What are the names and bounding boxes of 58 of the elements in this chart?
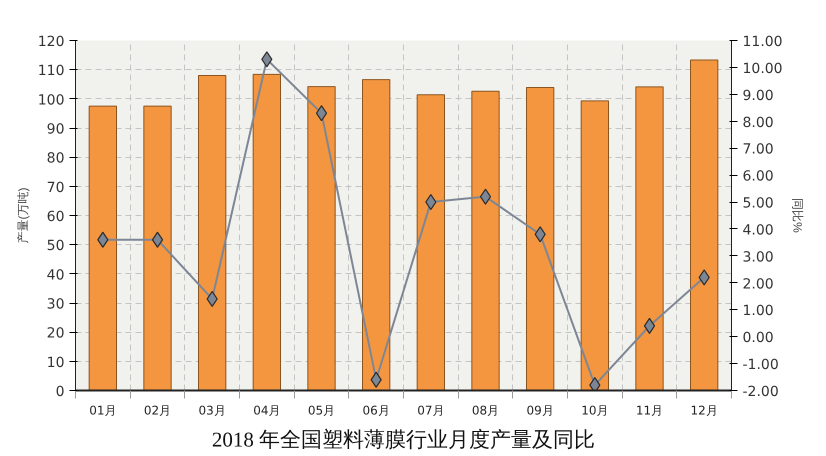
y2-tick-label: 11.00 [742,34,783,50]
bar [198,75,226,390]
bar [580,100,609,390]
bar [526,86,554,390]
y-axis-title: 产量(万吨) [16,187,30,244]
x-tick-label: 04月 [253,404,280,418]
bar [471,90,500,390]
x-tick-label: 10月 [581,404,608,418]
bar [690,60,718,390]
y2-axis-title: 同比% [790,198,805,234]
y2-tick-label: 3.00 [742,249,774,266]
y2-tick-label: 4.00 [742,222,774,238]
point [316,105,328,122]
y2-tick-label: -2.00 [742,384,779,400]
y-tick-label: 0 [56,384,65,400]
y2-tick-label: 2.00 [742,276,774,292]
x-tick-label: 03月 [198,404,226,418]
bar [362,79,390,390]
y-tick-label: 80 [46,150,65,167]
y-tick-label: 70 [46,180,65,196]
y2-tick-label: 5.00 [742,196,774,212]
y-tick-label: 20 [46,326,65,342]
y-tick-label: 50 [46,238,65,254]
y2-tick-label: 9.00 [742,88,774,104]
x-tick-label: 01月 [89,404,116,418]
y-tick-label: 110 [38,63,65,80]
bar [416,94,445,390]
bar [307,86,336,390]
bar [143,106,172,390]
x-tick-label: 05月 [308,404,336,418]
y2-tick-label: 0.00 [742,330,774,346]
text: 2018 年全国塑料薄膜行业月度产量及同比 [212,428,596,452]
x-tick-label: 12月 [690,404,718,418]
bar [635,86,664,390]
y-tick-label: 30 [46,296,65,312]
x-tick-label: 11月 [636,404,664,418]
y-tick-label: 10 [46,354,65,371]
y-tick-label: 120 [38,34,65,50]
y-tick-label: 100 [38,92,65,108]
point [152,232,164,248]
x-tick-label: 07月 [417,404,444,418]
y2-tick-label: 1.00 [742,303,774,320]
x-tick-label: 02月 [144,404,172,418]
y2-tick-label: 7.00 [742,142,774,158]
y-tick-label: 60 [46,209,65,225]
y2-tick-label: 10.00 [742,60,783,77]
y2-tick-label: 6.00 [742,168,774,185]
x-tick-label: 06月 [362,404,390,418]
point [644,318,656,334]
y2-tick-label: 8.00 [742,114,774,131]
x-tick-label: 08月 [472,404,500,418]
y2-tick-label: -1.00 [742,357,779,374]
x-tick-label: 09月 [526,404,554,418]
point [480,188,492,205]
y-tick-label: 40 [46,267,65,284]
bar [252,74,281,390]
y-tick-label: 90 [46,122,65,138]
bar [88,106,117,390]
